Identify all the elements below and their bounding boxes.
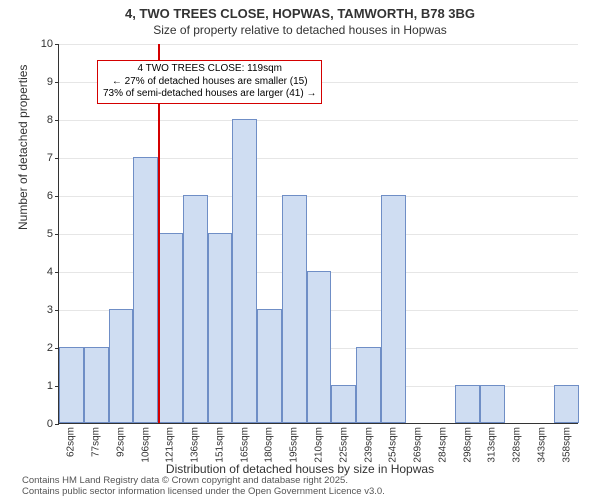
ytick-label: 7 xyxy=(47,152,53,164)
xtick-label: 62sqm xyxy=(66,427,77,457)
xtick-label: 77sqm xyxy=(91,427,102,457)
xtick-label: 195sqm xyxy=(289,427,300,463)
bar xyxy=(59,347,84,423)
gridline xyxy=(59,44,578,45)
ytick-mark xyxy=(55,120,59,121)
bar xyxy=(133,157,158,423)
chart-title-block: 4, TWO TREES CLOSE, HOPWAS, TAMWORTH, B7… xyxy=(0,0,600,39)
ytick-mark xyxy=(55,272,59,273)
ytick-label: 1 xyxy=(47,380,53,392)
annotation-box: 4 TWO TREES CLOSE: 119sqm← 27% of detach… xyxy=(97,60,322,104)
x-axis-label: Distribution of detached houses by size … xyxy=(0,462,600,476)
ytick-label: 2 xyxy=(47,342,53,354)
ytick-label: 4 xyxy=(47,266,53,278)
xtick-label: 210sqm xyxy=(314,427,325,463)
footer: Contains HM Land Registry data © Crown c… xyxy=(22,476,385,498)
chart: 01234567891062sqm77sqm92sqm106sqm121sqm1… xyxy=(58,44,578,424)
bar xyxy=(331,385,356,423)
bar xyxy=(480,385,505,423)
plot-area: 01234567891062sqm77sqm92sqm106sqm121sqm1… xyxy=(58,44,578,424)
xtick-label: 269sqm xyxy=(413,427,424,463)
xtick-label: 136sqm xyxy=(190,427,201,463)
ytick-label: 0 xyxy=(47,418,53,430)
title-line-2: Size of property relative to detached ho… xyxy=(0,23,600,37)
xtick-label: 254sqm xyxy=(388,427,399,463)
ytick-mark xyxy=(55,310,59,311)
bar xyxy=(84,347,109,423)
xtick-label: 328sqm xyxy=(512,427,523,463)
xtick-label: 225sqm xyxy=(338,427,349,463)
bar xyxy=(455,385,480,423)
footer-line-2: Contains public sector information licen… xyxy=(22,487,385,498)
xtick-label: 180sqm xyxy=(264,427,275,463)
ytick-label: 9 xyxy=(47,76,53,88)
xtick-label: 106sqm xyxy=(140,427,151,463)
bar xyxy=(232,119,257,423)
y-axis-label: Number of detached properties xyxy=(16,65,30,230)
bar xyxy=(356,347,381,423)
bar xyxy=(183,195,208,423)
ytick-label: 10 xyxy=(41,38,53,50)
xtick-label: 343sqm xyxy=(536,427,547,463)
ytick-label: 8 xyxy=(47,114,53,126)
bar xyxy=(554,385,579,423)
title-line-1: 4, TWO TREES CLOSE, HOPWAS, TAMWORTH, B7… xyxy=(0,6,600,21)
ytick-label: 5 xyxy=(47,228,53,240)
xtick-label: 298sqm xyxy=(462,427,473,463)
annotation-line: 4 TWO TREES CLOSE: 119sqm xyxy=(103,63,316,76)
bar xyxy=(208,233,233,423)
ytick-label: 6 xyxy=(47,190,53,202)
xtick-label: 313sqm xyxy=(487,427,498,463)
xtick-label: 284sqm xyxy=(437,427,448,463)
bar xyxy=(381,195,406,423)
ytick-mark xyxy=(55,424,59,425)
annotation-line: ← 27% of detached houses are smaller (15… xyxy=(103,76,316,89)
ytick-mark xyxy=(55,196,59,197)
ytick-mark xyxy=(55,234,59,235)
ytick-mark xyxy=(55,158,59,159)
xtick-label: 358sqm xyxy=(561,427,572,463)
annotation-line: 73% of semi-detached houses are larger (… xyxy=(103,88,316,101)
xtick-label: 151sqm xyxy=(214,427,225,463)
bar xyxy=(158,233,183,423)
bar xyxy=(307,271,332,423)
bar xyxy=(282,195,307,423)
ytick-label: 3 xyxy=(47,304,53,316)
xtick-label: 165sqm xyxy=(239,427,250,463)
ytick-mark xyxy=(55,44,59,45)
xtick-label: 239sqm xyxy=(363,427,374,463)
ytick-mark xyxy=(55,82,59,83)
bar xyxy=(257,309,282,423)
xtick-label: 121sqm xyxy=(165,427,176,463)
xtick-label: 92sqm xyxy=(115,427,126,457)
bar xyxy=(109,309,134,423)
gridline xyxy=(59,120,578,121)
